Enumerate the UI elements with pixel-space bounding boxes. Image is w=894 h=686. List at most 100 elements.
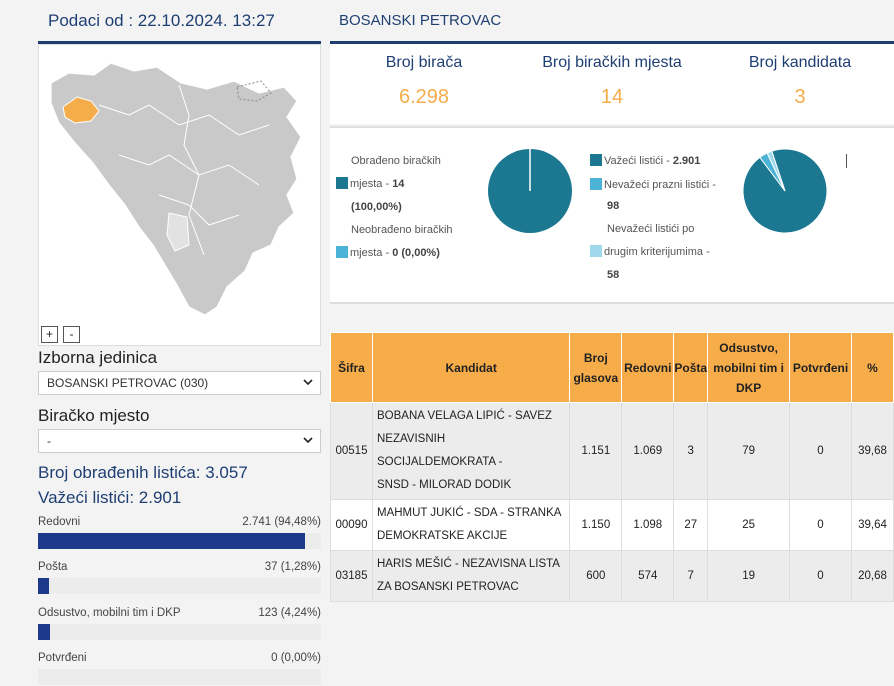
bih-map[interactable]	[38, 44, 321, 346]
legend-swatch	[590, 178, 602, 190]
kpi-label: Broj kandidata	[748, 54, 852, 71]
legend-text: mjesta -	[350, 178, 393, 190]
map-bih-shape[interactable]	[50, 62, 302, 316]
cell-code: 00515	[330, 402, 373, 500]
col-header[interactable]: Potvrđeni	[789, 332, 852, 403]
cell-absentee: 79	[707, 402, 791, 500]
legend-text: mjesta -	[350, 247, 393, 259]
candidate-line: HARIS MEŠIĆ - NEZAVISNA LISTA	[376, 558, 560, 570]
cell-post: 3	[673, 402, 709, 500]
breakdown-label: Redovni	[38, 516, 81, 528]
processed-ballots: Broj obrađenih listića: 3.057	[38, 463, 248, 482]
cell-percent: 20,68	[850, 550, 894, 602]
cell-regular: 574	[621, 550, 675, 602]
table-row[interactable]: 00090 MAHMUT JUKIĆ - SDA - STRANKA DEMOKR…	[330, 499, 894, 551]
kpi-value: 3	[794, 86, 806, 108]
pie1-legend: Obrađeno biračkih mjesta - 14 (100,00%) …	[336, 150, 476, 265]
col-header[interactable]: Pošta	[673, 332, 709, 403]
col-header[interactable]: Redovni	[621, 332, 675, 403]
cell-confirmed: 0	[789, 550, 852, 602]
col-header[interactable]: %	[850, 332, 894, 403]
progress-fill	[38, 624, 50, 640]
candidate-line: SNSD - MILORAD DODIK	[376, 479, 512, 491]
col-header[interactable]: Kandidat	[371, 332, 571, 403]
results-table: Šifra Kandidat Broj glasova Redovni Pošt…	[330, 332, 894, 602]
kpi-value: 14	[600, 86, 624, 108]
breakdown-value: 2.741 (94,48%)	[242, 516, 321, 528]
cell-regular: 1.069	[621, 402, 675, 500]
pie2-slice-invalid-other[interactable]	[766, 150, 786, 192]
cell-post: 27	[673, 499, 709, 551]
col-header[interactable]: Broj glasova	[569, 332, 623, 403]
col-header[interactable]: Šifra	[330, 332, 373, 403]
legend-text: Nevažeći listići po	[607, 223, 695, 235]
progress-fill	[38, 578, 50, 594]
cell-votes: 1.151	[569, 402, 623, 500]
cell-code: 00090	[330, 499, 373, 551]
station-select[interactable]: -	[38, 429, 321, 453]
breakdown-label: Odsustvo, mobilni tim i DKP	[38, 607, 181, 619]
cell-votes: 1.150	[569, 499, 623, 551]
pies-box: Obrađeno biračkih mjesta - 14 (100,00%) …	[330, 126, 894, 304]
legend-text: Nevažeći prazni listići -	[604, 179, 716, 191]
candidate-line: MAHMUT JUKIĆ - SDA - STRANKA	[376, 507, 562, 519]
progress-track	[38, 578, 321, 594]
unit-select[interactable]: BOSANSKI PETROVAC (030)	[38, 371, 321, 395]
kpi-polling-stations: Broj biračkih mjesta 14	[530, 54, 694, 109]
breakdown-value: 37 (1,28%)	[264, 561, 321, 573]
legend-value: 2.901	[672, 155, 701, 167]
pie2-legend: Važeći listići - 2.901 Nevažeći prazni l…	[590, 150, 730, 287]
right-panel: BOSANSKI PETROVAC Broj birača 6.298 Broj…	[330, 0, 894, 686]
zoom-in-button[interactable]: +	[41, 326, 58, 343]
cell-candidate: BOBANA VELAGA LIPIĆ - SAVEZ NEZAVISNIH SO…	[371, 402, 571, 500]
legend-swatch	[336, 177, 348, 189]
breakdown-label: Potvrđeni	[38, 652, 87, 664]
legend-value: 14	[392, 178, 405, 190]
cell-percent: 39,68	[850, 402, 894, 500]
candidate-line: DEMOKRATSKE AKCIJE	[376, 530, 508, 542]
legend-text: Važeći listići -	[604, 155, 673, 167]
valid-ballots: Važeći listići: 2.901	[38, 488, 182, 507]
station-label: Biračko mjesto	[38, 406, 150, 425]
table-row[interactable]: 00515 BOBANA VELAGA LIPIĆ - SAVEZ NEZAVIS…	[330, 402, 894, 500]
map-svg[interactable]	[39, 45, 320, 345]
kpi-label: Broj birača	[385, 54, 463, 71]
cell-code: 03185	[330, 550, 373, 602]
legend-swatch	[336, 246, 348, 258]
cell-candidate: HARIS MEŠIĆ - NEZAVISNA LISTA ZA BOSANSKI…	[371, 550, 571, 602]
table-row[interactable]: 03185 HARIS MEŠIĆ - NEZAVISNA LISTA ZA BO…	[330, 550, 894, 602]
map-selected-municipality[interactable]	[62, 96, 100, 124]
cell-confirmed: 0	[789, 499, 852, 551]
progress-track	[38, 533, 321, 549]
cell-regular: 1.098	[621, 499, 675, 551]
chevron-down-icon	[303, 379, 313, 386]
cell-confirmed: 0	[789, 402, 852, 500]
chevron-down-icon	[303, 437, 313, 444]
pie1-chart[interactable]	[485, 146, 575, 236]
table-header-row: Šifra Kandidat Broj glasova Redovni Pošt…	[330, 332, 894, 403]
legend-swatch	[590, 154, 602, 166]
title-bar: BOSANSKI PETROVAC	[330, 0, 894, 44]
pie2-chart[interactable]	[740, 146, 830, 236]
cell-absentee: 25	[707, 499, 791, 551]
cursor-marker	[846, 154, 847, 168]
breakdown-odsustvo: Odsustvo, mobilni tim i DKP 123 (4,24%)	[38, 607, 321, 619]
progress-fill	[38, 533, 306, 549]
kpi-candidates: Broj kandidata 3	[740, 54, 860, 109]
candidate-line: BOBANA VELAGA LIPIĆ - SAVEZ	[376, 410, 552, 422]
station-select-value: -	[47, 434, 51, 448]
kpi-voters: Broj birača 6.298	[370, 54, 478, 109]
breakdown-value: 0 (0,00%)	[271, 652, 321, 664]
date-header-box: Podaci od : 22.10.2024. 13:27	[38, 0, 321, 44]
candidate-line: ZA BOSANSKI PETROVAC	[376, 581, 519, 593]
candidate-line: NEZAVISNIH SOCIJALDEMOKRATA -	[376, 433, 503, 468]
kpi-label: Broj biračkih mjesta	[542, 54, 682, 71]
legend-value: 0 (0,00%)	[392, 247, 440, 259]
zoom-out-button[interactable]: -	[63, 326, 80, 343]
breakdown-redovni: Redovni 2.741 (94,48%)	[38, 516, 321, 528]
cell-votes: 600	[569, 550, 623, 602]
col-header[interactable]: Odsustvo, mobilni tim i DKP	[707, 332, 791, 403]
breakdown-posta: Pošta 37 (1,28%)	[38, 561, 321, 573]
legend-text: Neobrađeno biračkih	[351, 224, 453, 236]
legend-value: (100,00%)	[351, 201, 402, 213]
